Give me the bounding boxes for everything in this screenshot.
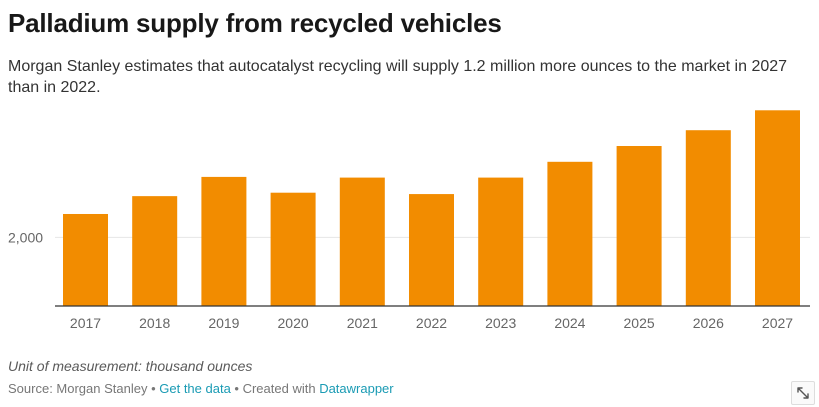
chart-title: Palladium supply from recycled vehicles [8,8,502,38]
x-tick-label: 2026 [693,315,724,331]
footer: Source: Morgan Stanley • Get the data • … [8,381,394,396]
bar-2024 [547,161,593,306]
bar-2025 [616,146,662,306]
x-tick-label: 2017 [70,315,101,331]
datawrapper-link[interactable]: Datawrapper [319,381,394,396]
x-tick-label: 2022 [416,315,447,331]
x-tick-label: 2023 [485,315,516,331]
footer-separator: • [147,381,160,396]
bar-chart: 2,000 2017 2018 2019 2020 2021 2022 2023 2024 20… [8,110,810,331]
x-tick-label: 2018 [139,315,170,331]
x-tick-label: 2020 [278,315,309,331]
x-axis-labels: 2017 2018 2019 2020 2021 2022 2023 2024 2025 2026… [70,315,793,331]
x-tick-label: 2025 [624,315,655,331]
x-tick-label: 2021 [347,315,378,331]
bar-2023 [478,177,524,306]
y-tick-label: 2,000 [8,229,43,245]
x-tick-label: 2024 [554,315,585,331]
created-with-text: • Created with [230,381,320,396]
expand-button[interactable] [791,381,815,405]
bar-2017 [63,213,108,306]
bar-2020 [270,192,316,306]
bar-2027 [755,110,800,306]
bar-2022 [409,194,454,306]
bar-2018 [132,196,178,306]
get-the-data-link[interactable]: Get the data [159,381,231,396]
x-tick-label: 2019 [208,315,239,331]
chart-subtitle: Morgan Stanley estimates that autocataly… [8,58,788,96]
bar-2021 [339,177,385,306]
unit-note: Unit of measurement: thousand ounces [8,358,253,374]
bars [63,110,800,306]
expand-icon [797,387,809,399]
x-tick-label: 2027 [762,315,793,331]
bar-2026 [685,130,731,306]
source-text: Source: Morgan Stanley [8,381,148,396]
bar-2019 [201,176,247,306]
